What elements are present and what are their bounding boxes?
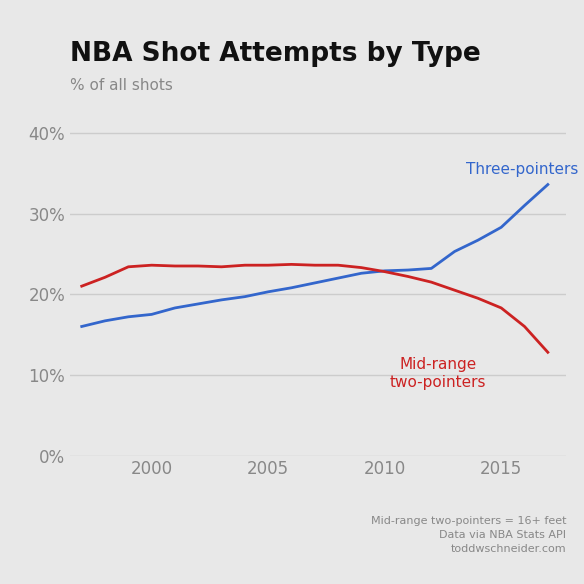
Text: toddwschneider.com: toddwschneider.com: [451, 544, 566, 554]
Text: Three-pointers: Three-pointers: [466, 162, 579, 177]
Text: Mid-range two-pointers = 16+ feet: Mid-range two-pointers = 16+ feet: [371, 516, 566, 527]
Text: % of all shots: % of all shots: [70, 78, 173, 93]
Text: Mid-range
two-pointers: Mid-range two-pointers: [390, 357, 486, 390]
Text: NBA Shot Attempts by Type: NBA Shot Attempts by Type: [70, 41, 481, 67]
Text: Data via NBA Stats API: Data via NBA Stats API: [440, 530, 566, 540]
